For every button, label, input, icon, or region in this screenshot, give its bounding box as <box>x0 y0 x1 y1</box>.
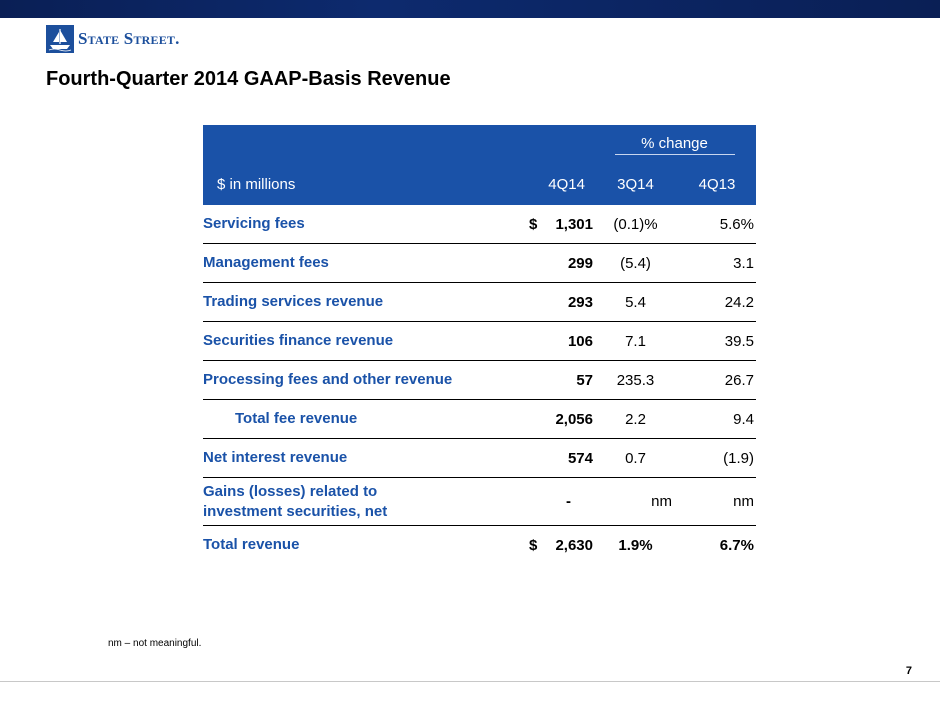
row-change-4q13: 26.7 <box>678 360 756 400</box>
row-label: Servicing fees <box>203 205 513 244</box>
page-title: Fourth-Quarter 2014 GAAP-Basis Revenue <box>46 68 451 90</box>
row-change-3q14: 0.7 <box>593 438 678 478</box>
column-header-label: $ in millions <box>203 164 513 205</box>
row-value: 299 <box>513 243 593 283</box>
table-row: Gains (losses) related to investment sec… <box>203 477 756 526</box>
row-change-3q14: 1.9% <box>618 536 653 554</box>
row-label: Total revenue <box>203 536 300 553</box>
row-change-3q14: (5.4) <box>593 243 678 283</box>
currency-sign: $ <box>529 215 538 233</box>
pct-change-header: % change <box>593 125 756 164</box>
row-value: 293 <box>513 282 593 322</box>
table-row: Processing fees and other revenue 57 235… <box>203 360 756 400</box>
row-change-4q13: 3.1 <box>678 243 756 283</box>
table-row: Securities finance revenue 106 7.1 39.5 <box>203 321 756 361</box>
row-label: Management fees <box>203 243 513 283</box>
company-logo: State Street. <box>46 24 180 54</box>
table-header-group-row: % change <box>203 125 756 164</box>
row-label: Trading services revenue <box>203 282 513 322</box>
table-row-total: Total revenue $2,630 1.9% 6.7% <box>203 526 756 565</box>
footnote: nm – not meaningful. <box>108 638 202 649</box>
row-label: Processing fees and other revenue <box>203 360 513 400</box>
row-change-3q14: 2.2 <box>593 399 678 439</box>
row-value: 106 <box>513 321 593 361</box>
row-change-3q14: 235.3 <box>593 360 678 400</box>
row-value: - <box>513 477 593 526</box>
table-header-row: $ in millions 4Q14 3Q14 4Q13 <box>203 164 756 205</box>
logo-text: State Street. <box>78 29 180 48</box>
row-change-4q13: 39.5 <box>678 321 756 361</box>
row-value: 2,056 <box>513 399 593 439</box>
column-header-4q13: 4Q13 <box>678 164 756 205</box>
row-change-3q14: 5.4 <box>593 282 678 322</box>
row-value: $2,630 <box>529 536 593 554</box>
row-value: 57 <box>513 360 593 400</box>
row-change-4q13: 6.7% <box>719 536 754 554</box>
page-number: 7 <box>905 665 912 677</box>
footer-divider <box>0 681 940 682</box>
column-header-4q14: 4Q14 <box>513 164 593 205</box>
currency-sign: $ <box>529 536 538 554</box>
table-row: Management fees 299 (5.4) 3.1 <box>203 243 756 283</box>
row-label: Securities finance revenue <box>203 321 513 361</box>
column-header-3q14: 3Q14 <box>593 164 678 205</box>
row-label: Total fee revenue <box>203 399 513 439</box>
table-row: Net interest revenue 574 0.7 (1.9) <box>203 438 756 478</box>
row-value: $1,301 <box>513 205 593 244</box>
top-banner <box>0 0 940 18</box>
row-change-4q13: (1.9) <box>678 438 756 478</box>
row-change-4q13: nm <box>678 477 756 526</box>
ship-logo-icon <box>46 25 74 53</box>
row-change-3q14: (0.1)% <box>593 205 678 244</box>
row-change-4q13: 5.6% <box>678 205 756 244</box>
row-change-4q13: 9.4 <box>678 399 756 439</box>
row-change-3q14: 7.1 <box>593 321 678 361</box>
table-row-subtotal: Total fee revenue 2,056 2.2 9.4 <box>203 399 756 439</box>
row-value: 574 <box>513 438 593 478</box>
table-row: Servicing fees $1,301 (0.1)% 5.6% <box>203 205 756 244</box>
row-change-3q14: nm <box>593 477 678 526</box>
row-label: Net interest revenue <box>203 438 513 478</box>
row-change-4q13: 24.2 <box>678 282 756 322</box>
table-row: Trading services revenue 293 5.4 24.2 <box>203 282 756 322</box>
revenue-table: % change $ in millions 4Q14 3Q14 4Q13 Se… <box>203 125 756 564</box>
row-label: Gains (losses) related to investment sec… <box>203 477 513 526</box>
